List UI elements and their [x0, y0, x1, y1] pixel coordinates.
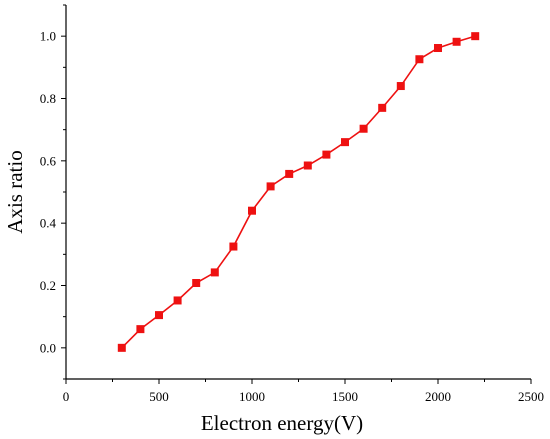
x-tick-label: 2500	[518, 389, 544, 404]
x-tick-label: 500	[149, 389, 169, 404]
data-point	[192, 279, 201, 288]
x-tick-label: 0	[63, 389, 70, 404]
y-tick-label: 0.4	[40, 216, 57, 231]
data-point	[229, 242, 238, 251]
y-tick-label: 0.2	[40, 278, 56, 293]
data-point	[322, 150, 331, 159]
series-group	[117, 32, 480, 352]
data-point	[136, 325, 145, 334]
data-point	[434, 44, 442, 53]
x-axis-title: Electron energy(V)	[201, 411, 363, 435]
x-axis-ticks: 0 500 1000 1500 2000 2500	[63, 379, 544, 404]
data-point	[210, 268, 219, 277]
data-point	[266, 182, 275, 191]
data-point	[248, 206, 256, 215]
y-tick-label: 0.0	[40, 340, 56, 355]
data-point	[155, 311, 163, 320]
data-point	[378, 103, 387, 112]
y-tick-label: 0.6	[40, 153, 57, 168]
y-axis-title: Axis ratio	[3, 150, 27, 233]
y-tick-label: 1.0	[40, 29, 56, 44]
data-point	[359, 124, 368, 133]
data-point	[415, 55, 424, 64]
y-axis-ticks: 0.0 0.2 0.4 0.6 0.8 1.0	[40, 4, 66, 380]
x-tick-label: 2000	[425, 389, 451, 404]
data-point	[396, 82, 405, 91]
data-point	[285, 169, 294, 178]
axes	[65, 5, 531, 380]
data-point	[117, 343, 126, 352]
data-point	[173, 296, 182, 305]
data-point	[452, 37, 461, 46]
data-point	[303, 161, 312, 170]
x-tick-label: 1000	[239, 389, 265, 404]
x-tick-label: 1500	[332, 389, 358, 404]
y-tick-label: 0.8	[40, 91, 56, 106]
data-point	[341, 138, 349, 147]
data-point	[471, 32, 480, 41]
